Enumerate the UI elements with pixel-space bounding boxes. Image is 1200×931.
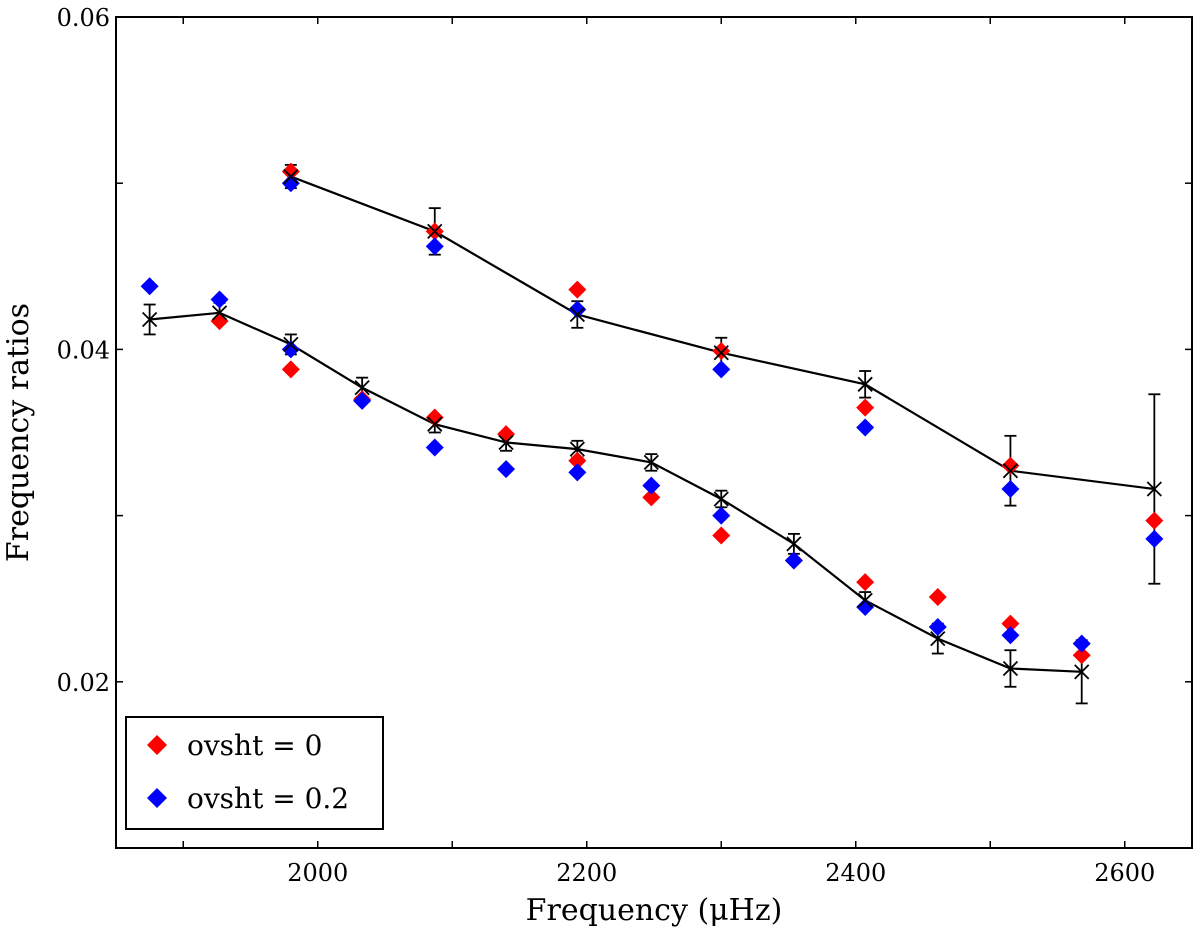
observed-marker — [427, 416, 443, 432]
observed-marker — [569, 441, 585, 457]
point-ovsht=0.2 — [425, 438, 444, 457]
point-ovsht=0.2 — [425, 237, 444, 256]
point-ovsht=0 — [425, 408, 444, 427]
legend-marker-ovsht-0.2 — [147, 788, 167, 808]
observed-marker — [786, 536, 802, 552]
line-upper-ratio — [290, 175, 1155, 491]
observed-marker — [283, 168, 299, 185]
observed-marker — [1002, 463, 1019, 479]
x-tick-label: 2400 — [825, 859, 886, 887]
point-ovsht=0 — [281, 162, 300, 181]
observed-marker — [713, 491, 729, 507]
legend-label-ovsht-0.2: ovsht = 0.2 — [187, 782, 349, 815]
y-tick-label: 0.04 — [57, 336, 110, 364]
observed-marker — [1002, 660, 1019, 677]
point-ovsht=0 — [1145, 511, 1164, 530]
tick-labels: 2000 2200 2400 2600 0.02 0.04 0.06 — [57, 4, 1156, 887]
observed-marker — [930, 630, 946, 647]
point-ovsht=0.2 — [784, 551, 803, 570]
point-ovsht=0 — [281, 360, 300, 379]
point-ovsht=0.2 — [281, 340, 300, 359]
point-ovsht=0.2 — [928, 617, 947, 636]
point-ovsht=0.2 — [568, 463, 587, 482]
x-tick-label: 2000 — [287, 859, 348, 887]
point-ovsht=0 — [712, 342, 731, 361]
point-ovsht=0.2 — [642, 476, 661, 495]
y-tick-label: 0.02 — [57, 669, 110, 697]
observed-marker — [211, 305, 228, 321]
point-ovsht=0 — [568, 451, 587, 470]
legend: ovsht = 0 ovsht = 0.2 — [125, 716, 384, 830]
observed-marker — [141, 311, 158, 328]
observed-marker — [283, 336, 299, 353]
observed-marker — [643, 454, 659, 471]
observed-marker — [857, 592, 873, 608]
point-ovsht=0.2 — [353, 391, 372, 410]
point-ovsht=0.2 — [712, 506, 731, 525]
y-axis-label: Frequency ratios — [1, 303, 36, 562]
point-ovsht=0 — [856, 573, 875, 592]
point-ovsht=0.2 — [1072, 634, 1091, 653]
observed-marker — [857, 376, 873, 392]
legend-marker-ovsht-0 — [147, 735, 167, 755]
observed-marker — [1146, 481, 1162, 497]
observed-marker — [427, 223, 443, 240]
observed-marker — [498, 434, 514, 451]
point-ovsht=0 — [568, 280, 587, 299]
point-ovsht=0.2 — [1001, 626, 1020, 645]
legend-label-ovsht-0: ovsht = 0 — [187, 729, 322, 762]
point-ovsht=0 — [1072, 646, 1091, 665]
y-tick-label: 0.06 — [57, 4, 110, 32]
legend-box — [125, 716, 384, 830]
observed-marker — [1074, 664, 1090, 680]
point-ovsht=0.2 — [497, 460, 516, 479]
point-ovsht=0.2 — [1001, 480, 1020, 499]
observed-lines — [149, 175, 1155, 673]
x-tick-label: 2600 — [1094, 859, 1155, 887]
point-ovsht=0 — [712, 526, 731, 545]
point-ovsht=0 — [928, 588, 947, 607]
observed-markers — [141, 168, 1162, 680]
point-ovsht=0 — [856, 398, 875, 417]
point-ovsht=0 — [1001, 456, 1020, 475]
point-ovsht=0.2 — [1145, 529, 1164, 548]
point-ovsht=0.2 — [568, 300, 587, 319]
model-points — [140, 162, 1164, 665]
line-lower-ratio — [149, 311, 1082, 673]
point-ovsht=0.2 — [856, 598, 875, 617]
point-ovsht=0.2 — [210, 290, 229, 309]
plot-area — [115, 16, 1193, 849]
observed-marker — [569, 306, 585, 323]
axis-ticks — [116, 16, 1192, 849]
observed-marker — [713, 345, 729, 361]
observed-marker — [354, 379, 370, 396]
point-ovsht=0.2 — [281, 174, 300, 193]
point-ovsht=0.2 — [712, 360, 731, 379]
point-ovsht=0.2 — [140, 277, 159, 296]
point-ovsht=0 — [1001, 614, 1020, 633]
x-tick-label: 2200 — [556, 859, 617, 887]
x-axis-label: Frequency (μHz) — [526, 893, 783, 928]
point-ovsht=0.2 — [856, 418, 875, 437]
point-ovsht=0 — [642, 488, 661, 507]
